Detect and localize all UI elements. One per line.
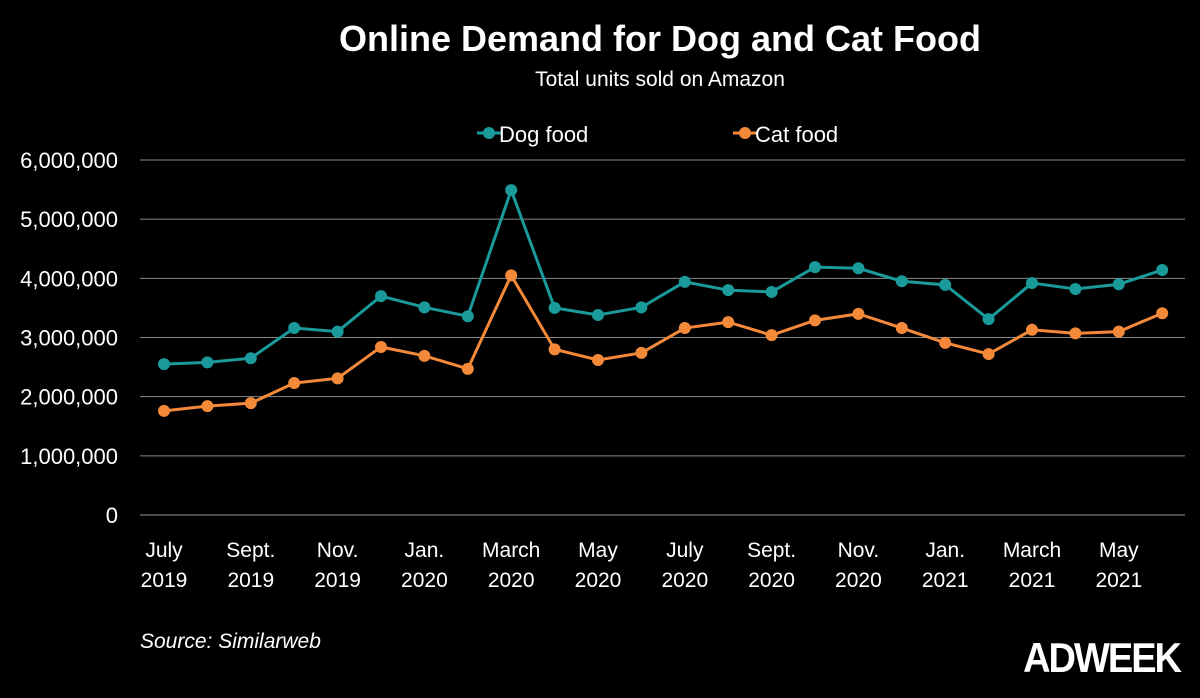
x-tick-label: 2020 [401, 569, 448, 592]
cat-food-point [635, 346, 648, 359]
x-tick-label: Sept. [226, 539, 275, 562]
dog-food-point [331, 325, 344, 338]
chart-title: Online Demand for Dog and Cat Food [339, 18, 981, 59]
dog-food-point [592, 309, 604, 322]
dog-food-point [1112, 278, 1125, 291]
cat-food-point [722, 316, 735, 329]
legend-label: Dog food [499, 122, 588, 147]
cat-food-point [331, 372, 344, 385]
cat-food-point [982, 348, 995, 361]
cat-food-point [678, 322, 691, 335]
cat-food-point [592, 353, 604, 366]
x-tick-label: March [1003, 539, 1061, 562]
x-tick-label: 2020 [661, 569, 708, 592]
dog-food-point [939, 278, 952, 291]
x-tick-label: May [578, 539, 618, 562]
x-tick-label: March [482, 539, 540, 562]
cat-food-point [288, 377, 301, 390]
legend-label: Cat food [755, 122, 838, 147]
cat-food-point [418, 349, 431, 362]
dog-food-point [505, 184, 518, 197]
x-tick-label: 2021 [922, 569, 969, 592]
dog-food-point [288, 322, 301, 335]
cat-food-point [939, 336, 952, 349]
dog-food-point [895, 275, 908, 288]
dog-food-point [201, 356, 214, 369]
dog-food-point [375, 290, 387, 303]
x-tick-label: July [666, 539, 704, 562]
dog-food-point [418, 301, 431, 314]
dog-food-point [1026, 277, 1038, 290]
dog-food-point [765, 285, 778, 298]
y-tick-label: 0 [106, 503, 118, 528]
dog-food-point [722, 284, 735, 297]
dog-food-line [163, 185, 1163, 366]
cat-food-point [548, 343, 561, 356]
chart-subtitle: Total units sold on Amazon [535, 68, 785, 91]
cat-food-point [852, 307, 865, 320]
x-tick-label: 2021 [1009, 569, 1056, 592]
dog-food-point [852, 262, 865, 275]
y-tick-label: 1,000,000 [20, 444, 118, 469]
cat-food-point [461, 362, 474, 375]
x-tick-label: Sept. [747, 539, 796, 562]
dog-food-point [158, 358, 170, 371]
x-tick-label: May [1099, 539, 1139, 562]
cat-food-point [1069, 327, 1082, 340]
cat-food-point [809, 314, 821, 327]
cat-food-point [765, 329, 778, 342]
cat-food-point [201, 400, 214, 413]
dog-food-point [678, 275, 691, 288]
y-tick-label: 4,000,000 [20, 266, 118, 291]
dog-food-point [548, 301, 561, 314]
cat-food-point [895, 322, 908, 335]
source-note: Source: Similarweb [140, 630, 321, 653]
y-tick-label: 5,000,000 [20, 207, 118, 232]
dog-food-point [244, 352, 257, 365]
x-tick-label: 2019 [227, 569, 274, 592]
cat-food-point [375, 340, 387, 353]
dog-food-point [635, 301, 648, 314]
legend-marker [739, 127, 751, 139]
dog-food-point [461, 310, 474, 323]
adweek-logo: ADWEEK [1023, 635, 1182, 683]
cat-food-point [158, 404, 170, 417]
x-tick-label: 2020 [575, 569, 622, 592]
x-tick-label: 2019 [314, 569, 361, 592]
cat-food-point [1026, 323, 1038, 336]
x-tick-label: Jan. [925, 539, 965, 562]
legend-marker [483, 127, 495, 139]
dog-food-point [982, 313, 995, 326]
dog-food-point [1156, 264, 1169, 277]
cat-food-line [163, 272, 1163, 413]
cat-food-point [1112, 325, 1125, 338]
x-tick-label: 2020 [748, 569, 795, 592]
x-tick-label: 2020 [835, 569, 882, 592]
x-tick-label: July [145, 539, 183, 562]
x-tick-label: 2021 [1095, 569, 1142, 592]
cat-food-point [244, 397, 257, 410]
x-tick-label: Nov. [317, 539, 359, 562]
y-tick-label: 6,000,000 [20, 148, 118, 173]
x-tick-label: 2019 [141, 569, 188, 592]
cat-food-point [505, 269, 518, 282]
y-tick-label: 2,000,000 [20, 385, 118, 410]
y-tick-label: 3,000,000 [20, 326, 118, 351]
dog-food-point [809, 261, 821, 274]
x-tick-label: Nov. [838, 539, 880, 562]
x-tick-label: Jan. [405, 539, 445, 562]
dog-food-point [1069, 282, 1082, 295]
x-tick-label: 2020 [488, 569, 535, 592]
cat-food-point [1156, 307, 1169, 320]
